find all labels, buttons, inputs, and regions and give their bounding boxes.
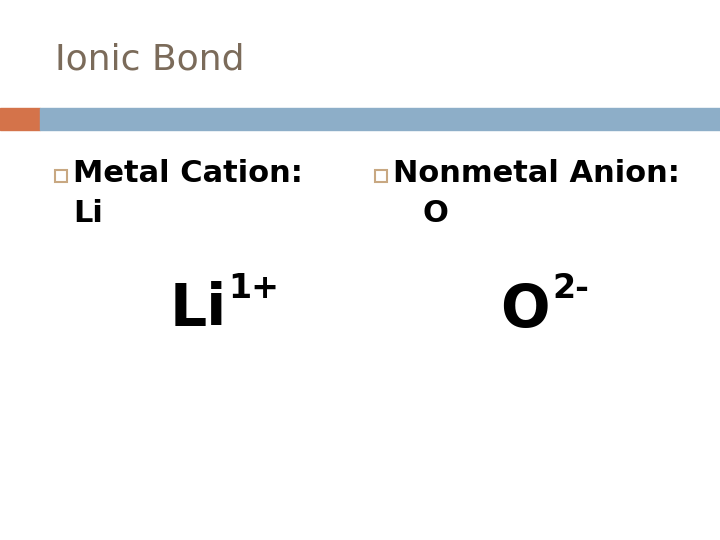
- Text: Nonmetal Anion:: Nonmetal Anion:: [393, 159, 680, 188]
- Text: Li: Li: [73, 199, 103, 228]
- Text: O: O: [423, 199, 449, 228]
- Text: Metal Cation:: Metal Cation:: [73, 159, 303, 188]
- Text: O: O: [500, 281, 549, 339]
- Text: 1+: 1+: [228, 272, 279, 305]
- Bar: [375, 170, 387, 182]
- Text: Li: Li: [170, 281, 228, 339]
- Text: 2-: 2-: [552, 272, 589, 305]
- Bar: [0, 108, 40, 130]
- Text: Ionic Bond: Ionic Bond: [55, 43, 245, 77]
- Bar: [55, 170, 67, 182]
- Bar: [40, 108, 720, 130]
